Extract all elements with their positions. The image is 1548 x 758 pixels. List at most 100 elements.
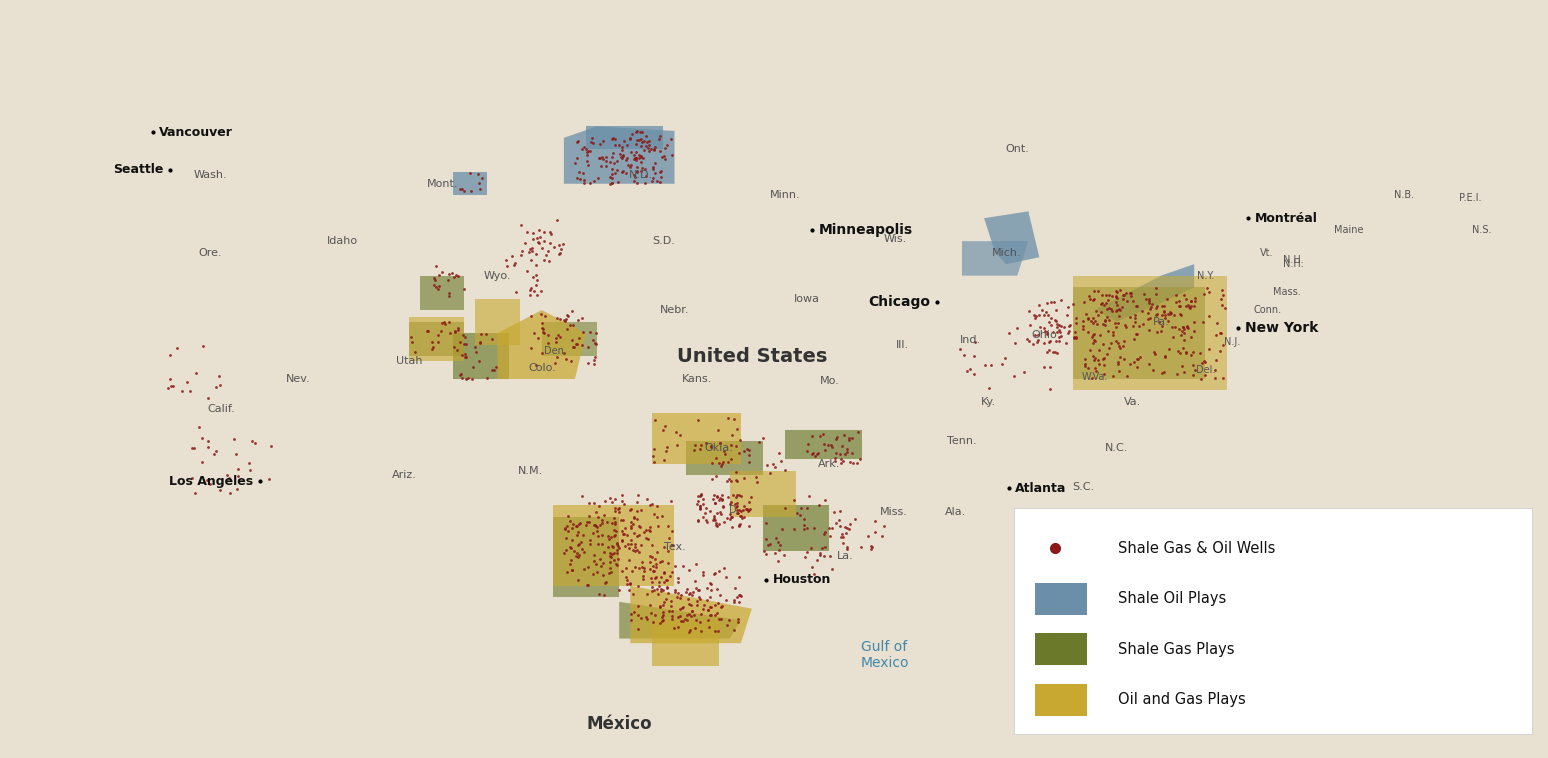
Point bbox=[1138, 301, 1163, 313]
Point bbox=[158, 349, 183, 361]
Point bbox=[1091, 352, 1116, 364]
Point bbox=[426, 329, 450, 341]
Point bbox=[1121, 333, 1146, 345]
Point bbox=[554, 309, 579, 321]
Point bbox=[641, 443, 666, 455]
Point bbox=[698, 578, 723, 590]
Point bbox=[432, 316, 457, 328]
Point bbox=[1074, 308, 1099, 320]
Point bbox=[580, 518, 605, 531]
Point bbox=[695, 581, 720, 594]
Point bbox=[675, 614, 700, 626]
Point bbox=[728, 434, 752, 446]
Point bbox=[415, 325, 440, 337]
Point bbox=[627, 134, 652, 146]
Point bbox=[642, 565, 667, 577]
Point bbox=[1125, 327, 1150, 340]
Point bbox=[1043, 304, 1068, 316]
Point bbox=[1164, 289, 1189, 301]
Point bbox=[628, 165, 653, 177]
Point bbox=[641, 615, 666, 628]
Point bbox=[605, 553, 630, 565]
Point bbox=[420, 343, 444, 355]
Point bbox=[687, 502, 712, 514]
Point bbox=[1060, 298, 1085, 310]
Point bbox=[641, 508, 666, 520]
Point bbox=[455, 371, 480, 384]
Point bbox=[517, 246, 542, 258]
Text: Fla.: Fla. bbox=[1040, 603, 1060, 614]
Point bbox=[641, 565, 666, 577]
Point bbox=[1057, 318, 1082, 330]
Point bbox=[709, 613, 734, 625]
Text: Shale Oil Plays: Shale Oil Plays bbox=[1118, 591, 1226, 606]
Point bbox=[1170, 321, 1195, 333]
Point bbox=[842, 513, 867, 525]
Point bbox=[1096, 289, 1121, 301]
Point bbox=[1081, 337, 1105, 349]
Point bbox=[667, 429, 692, 441]
Point bbox=[206, 370, 231, 382]
Point bbox=[599, 550, 624, 562]
Point bbox=[872, 520, 896, 532]
Polygon shape bbox=[961, 241, 1028, 276]
Point bbox=[415, 324, 440, 337]
Point bbox=[1115, 370, 1139, 382]
Point bbox=[642, 141, 667, 153]
Point bbox=[548, 330, 573, 343]
Point bbox=[197, 393, 221, 405]
Point bbox=[560, 340, 585, 352]
Point bbox=[1090, 289, 1115, 301]
Point bbox=[1046, 331, 1071, 343]
Point bbox=[647, 601, 672, 613]
Point bbox=[817, 550, 842, 562]
Point bbox=[565, 314, 590, 326]
Point bbox=[1017, 335, 1042, 347]
Point bbox=[610, 525, 635, 537]
Point bbox=[559, 564, 584, 576]
Point bbox=[525, 232, 550, 244]
Point bbox=[528, 285, 553, 297]
Point bbox=[1071, 315, 1096, 327]
Point bbox=[670, 615, 695, 627]
Point bbox=[862, 515, 887, 528]
Point bbox=[169, 385, 194, 397]
Point bbox=[1197, 343, 1221, 356]
Point bbox=[709, 508, 734, 520]
Point bbox=[441, 271, 466, 283]
Point bbox=[1159, 321, 1184, 333]
Text: Bahamas: Bahamas bbox=[1150, 696, 1203, 706]
Text: Atlanta: Atlanta bbox=[1015, 481, 1067, 495]
Point bbox=[467, 336, 492, 348]
Point bbox=[1152, 305, 1176, 318]
Point bbox=[833, 521, 858, 533]
Point bbox=[522, 327, 546, 339]
Polygon shape bbox=[729, 471, 796, 517]
Point bbox=[1028, 321, 1053, 333]
Point bbox=[582, 354, 607, 366]
Point bbox=[627, 149, 652, 161]
Point bbox=[808, 549, 833, 561]
Point bbox=[475, 372, 500, 384]
Point bbox=[676, 624, 701, 636]
Point bbox=[421, 341, 446, 353]
Point bbox=[1025, 336, 1050, 348]
Point bbox=[624, 166, 649, 178]
Point bbox=[580, 334, 605, 346]
Point bbox=[1043, 315, 1068, 327]
Point bbox=[615, 152, 639, 164]
Point bbox=[1090, 305, 1115, 318]
Point bbox=[642, 571, 667, 583]
Point bbox=[706, 457, 731, 469]
Point bbox=[723, 440, 748, 452]
Point bbox=[215, 469, 240, 481]
Point bbox=[1111, 340, 1136, 352]
Point bbox=[605, 540, 630, 552]
Point bbox=[1094, 303, 1119, 315]
Point bbox=[565, 528, 590, 540]
Point bbox=[531, 254, 556, 266]
Point bbox=[1111, 335, 1136, 347]
Point bbox=[424, 280, 449, 293]
Point bbox=[1091, 368, 1116, 380]
Text: Ont.: Ont. bbox=[1005, 144, 1029, 155]
